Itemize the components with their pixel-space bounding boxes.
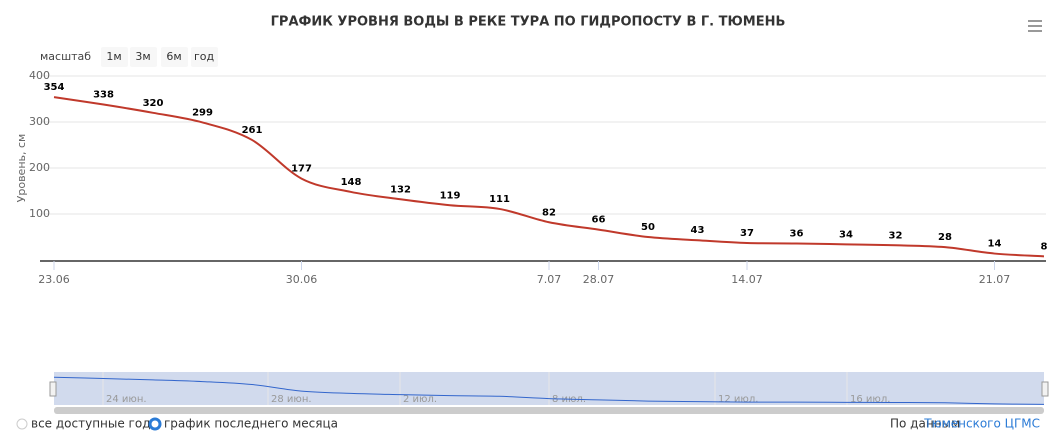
menu-bar xyxy=(1028,25,1042,27)
range-button-bg[interactable] xyxy=(161,47,188,67)
x-tick-label: 21.07 xyxy=(979,273,1011,286)
x-tick-label: 7.07 xyxy=(537,273,562,286)
data-label: 36 xyxy=(790,228,804,239)
navigator-label: 2 июл. xyxy=(403,394,437,405)
navigator-label: 12 июл. xyxy=(718,394,758,405)
y-tick-label: 300 xyxy=(29,115,50,128)
data-label: 43 xyxy=(691,225,705,236)
scrollbar[interactable] xyxy=(54,407,1044,414)
range-button-bg[interactable] xyxy=(130,47,157,67)
y-tick-label: 200 xyxy=(29,161,50,174)
x-tick-label: 23.06 xyxy=(38,273,70,286)
data-label: 148 xyxy=(341,177,362,188)
data-label: 261 xyxy=(242,125,263,136)
range-label: масштаб xyxy=(40,50,91,63)
source-prefix: По данным xyxy=(890,417,960,431)
menu-bar xyxy=(1028,20,1042,22)
range-button-bg[interactable] xyxy=(101,47,128,67)
data-label: 34 xyxy=(839,229,853,240)
navigator-handle[interactable] xyxy=(1041,381,1049,397)
data-label: 177 xyxy=(291,164,312,175)
option-label[interactable]: все доступные года xyxy=(31,417,158,431)
data-label: 111 xyxy=(489,194,510,205)
data-label: 132 xyxy=(390,184,411,195)
x-tick-label: 30.06 xyxy=(286,273,318,286)
series-line xyxy=(53,96,1045,258)
navigator-label: 28 июн. xyxy=(271,394,312,405)
data-label: 119 xyxy=(440,190,461,201)
data-label: 66 xyxy=(592,215,606,226)
chart-title: ГРАФИК УРОВНЯ ВОДЫ В РЕКЕ ТУРА ПО ГИДРОП… xyxy=(271,15,786,30)
data-label: 320 xyxy=(143,98,164,109)
range-button[interactable]: 3м xyxy=(135,50,150,63)
navigator-label: 16 июл. xyxy=(850,394,890,405)
navigator-handle[interactable] xyxy=(49,381,57,397)
menu-bar xyxy=(1028,30,1042,32)
y-axis-title: Уровень, см xyxy=(15,134,28,203)
range-button[interactable]: 1м xyxy=(106,50,121,63)
option-label[interactable]: график последнего месяца xyxy=(164,417,338,431)
data-label: 14 xyxy=(988,239,1002,250)
y-tick-label: 400 xyxy=(29,69,50,82)
data-label: 28 xyxy=(938,232,952,243)
navigator-line xyxy=(53,376,1045,405)
data-label: 354 xyxy=(44,82,65,93)
range-button-bg[interactable] xyxy=(191,47,218,67)
data-label: 299 xyxy=(192,107,213,118)
x-tick-label: 14.07 xyxy=(731,273,763,286)
data-label: 82 xyxy=(542,207,556,218)
source-link[interactable]: Тюменского ЦГМС xyxy=(923,417,1040,431)
radio[interactable] xyxy=(16,418,28,430)
radio[interactable] xyxy=(148,417,162,431)
range-button[interactable]: год xyxy=(194,50,215,63)
y-tick-label: 100 xyxy=(29,207,50,220)
data-label: 32 xyxy=(889,230,903,241)
x-tick-label: 28.07 xyxy=(583,273,615,286)
range-button[interactable]: 6м xyxy=(166,50,181,63)
data-label: 37 xyxy=(740,228,754,239)
data-label: 8 xyxy=(1041,241,1048,252)
data-label: 338 xyxy=(93,90,114,101)
data-label: 50 xyxy=(641,222,655,233)
menu-button[interactable] xyxy=(1028,20,1042,32)
navigator-label: 24 июн. xyxy=(106,394,147,405)
